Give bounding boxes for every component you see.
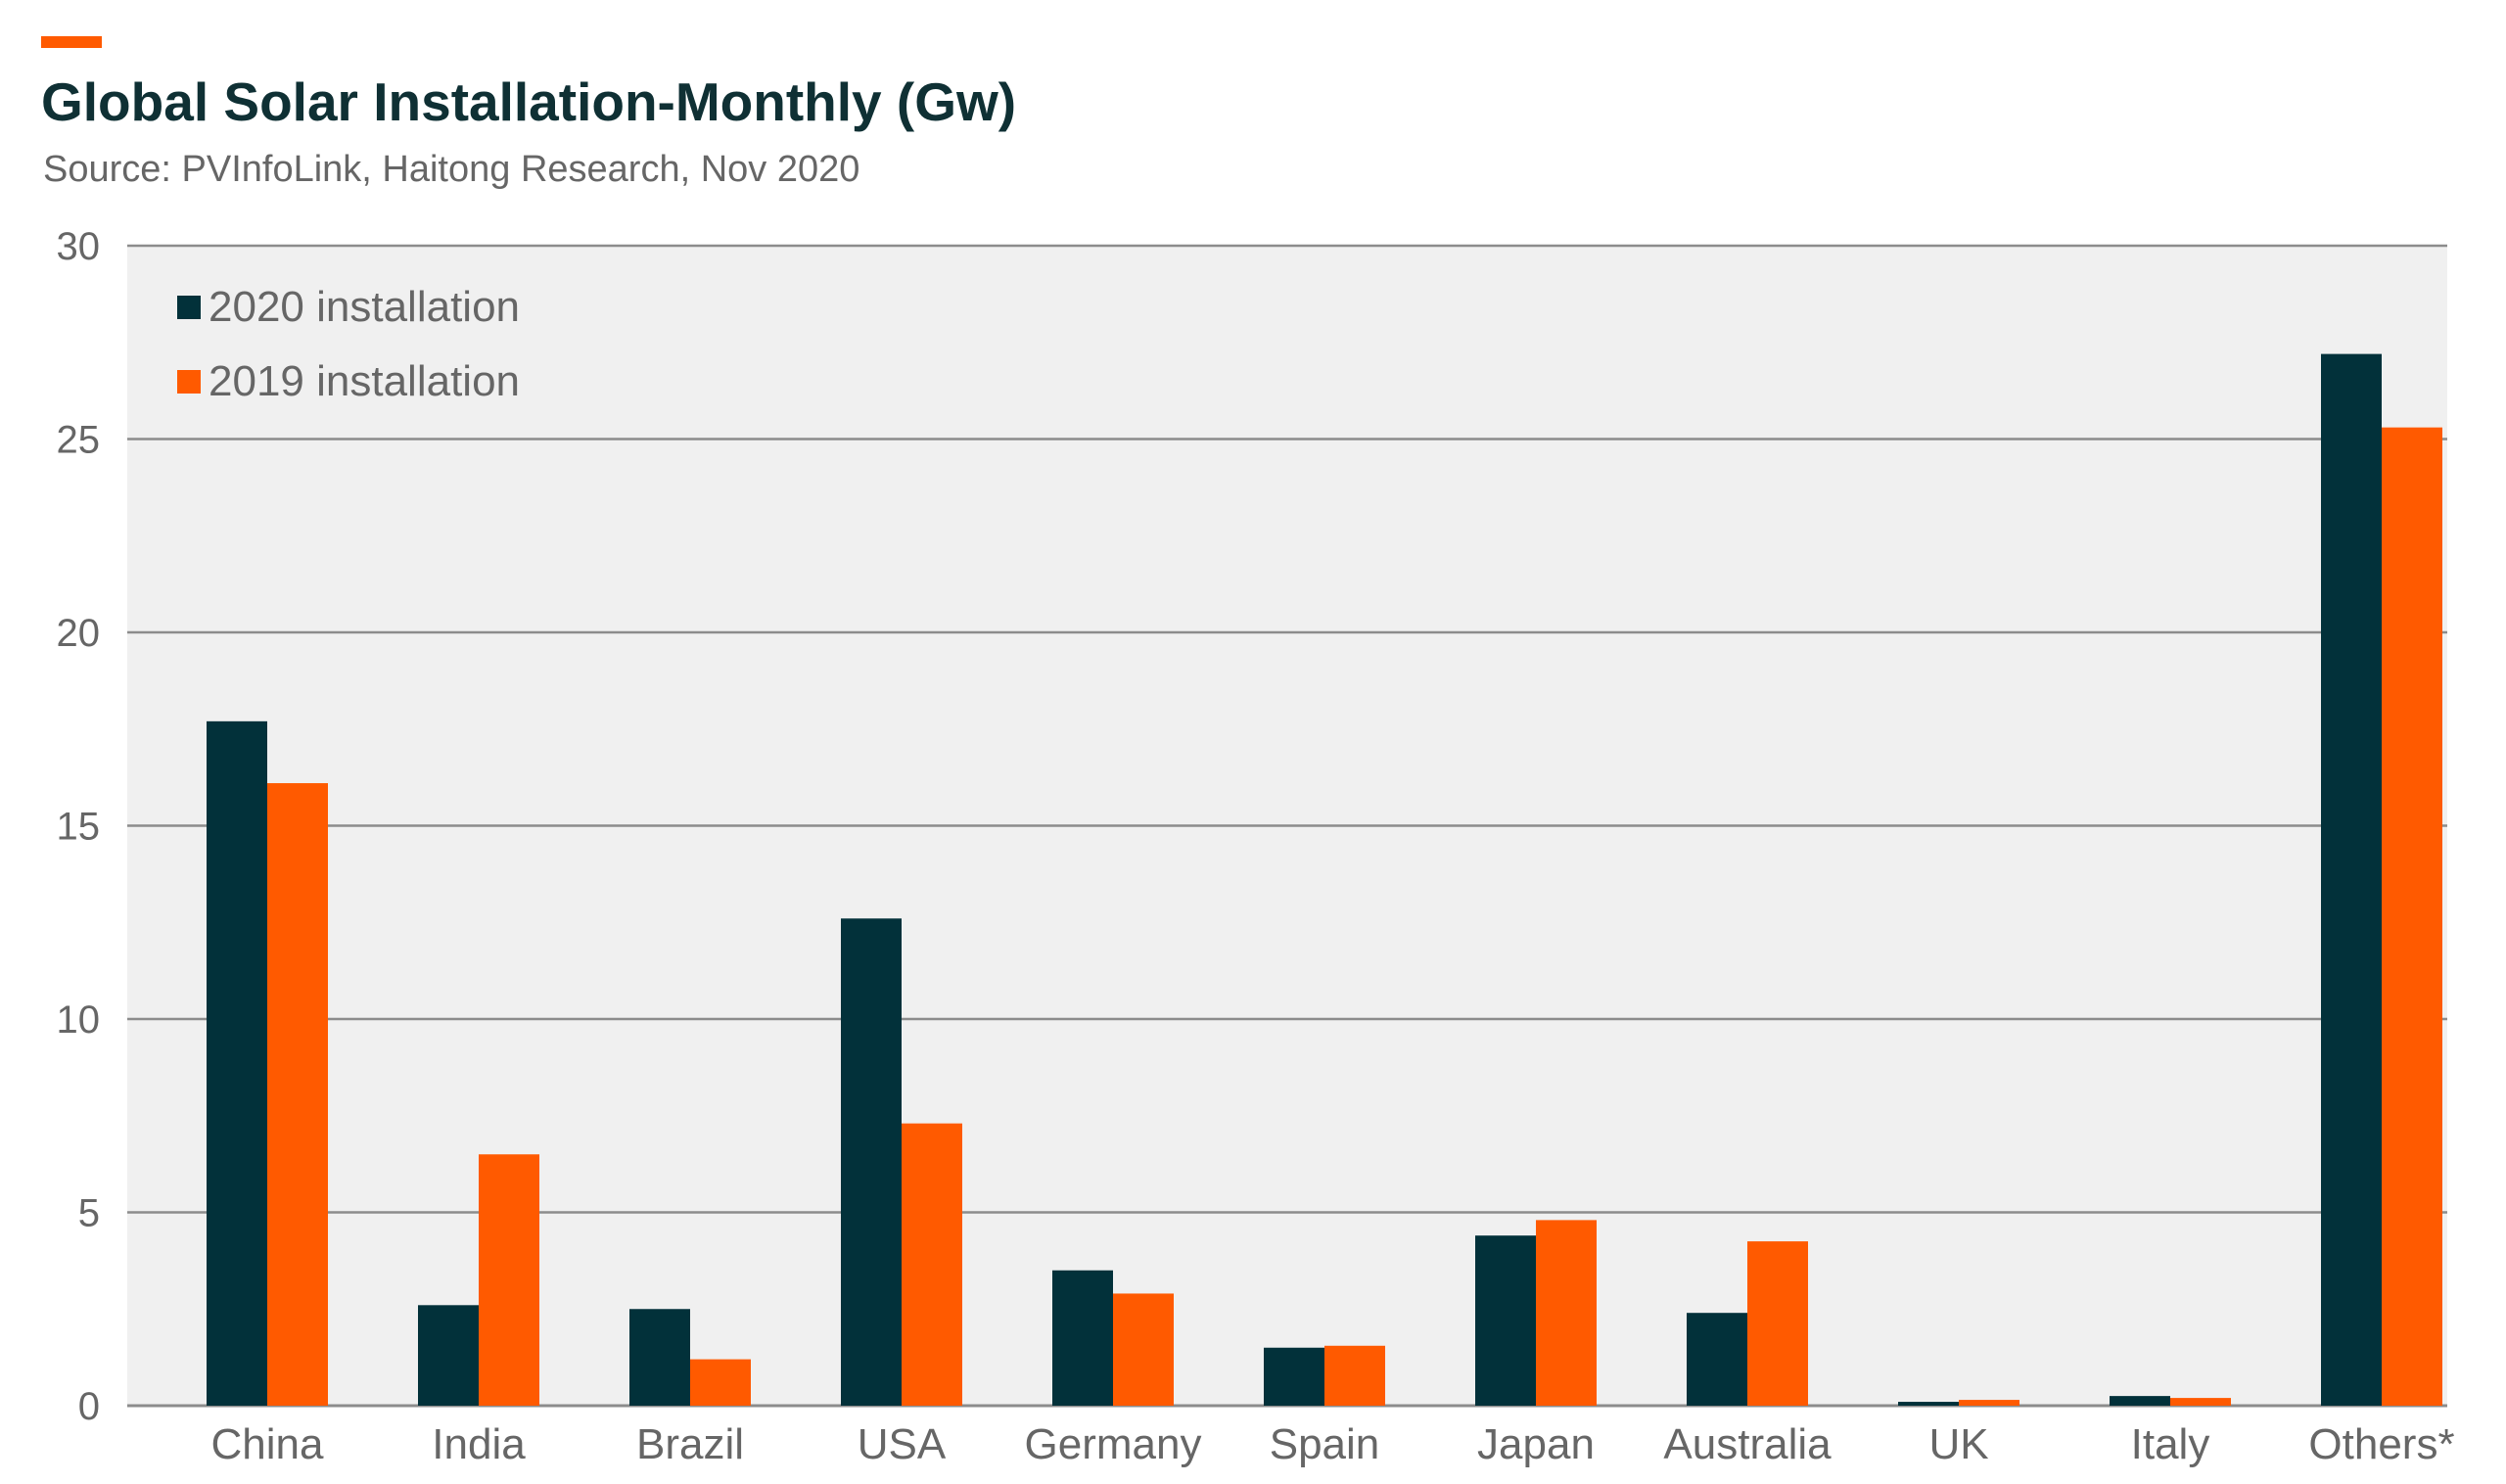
bar-spain-2020 (1264, 1347, 1324, 1406)
legend-swatch (177, 370, 201, 394)
chart-source: Source: PVInfoLink, Haitong Research, No… (43, 149, 860, 190)
legend-label: 2020 installation (209, 283, 520, 331)
bar-uk-2019 (1959, 1400, 2019, 1406)
chart-title: Global Solar Installation-Monthly (Gw) (41, 71, 1017, 132)
y-tick-label: 30 (57, 225, 101, 268)
legend: 2020 installation 2019 installation (177, 283, 520, 405)
y-tick-label: 20 (57, 612, 101, 655)
bar-india-2020 (418, 1305, 479, 1406)
legend-label: 2019 installation (209, 357, 520, 405)
y-axis-ticks: 0 5 10 15 20 25 30 (57, 225, 101, 1428)
x-tick-label: Italy (2131, 1420, 2210, 1468)
bar-australia-2019 (1747, 1241, 1808, 1406)
bar-uk-2020 (1898, 1402, 1959, 1406)
bar-others-2020 (2321, 353, 2382, 1407)
bar-germany-2019 (1113, 1293, 1174, 1406)
x-axis-labels: China India Brazil USA Germany Spain Japan Aust… (211, 1420, 2455, 1468)
x-tick-label: Japan (1477, 1420, 1595, 1468)
bar-china-2019 (267, 783, 328, 1406)
bar-spain-2019 (1324, 1345, 1385, 1406)
bar-india-2019 (479, 1154, 539, 1406)
bar-brazil-2019 (690, 1359, 751, 1406)
x-tick-label: Australia (1663, 1420, 1832, 1468)
x-tick-label: Spain (1270, 1420, 1380, 1468)
x-tick-label: Germany (1025, 1420, 1202, 1468)
bar-italy-2020 (2110, 1396, 2170, 1406)
bars (207, 353, 2442, 1407)
y-tick-label: 5 (78, 1192, 100, 1235)
bar-japan-2019 (1536, 1220, 1597, 1406)
x-tick-label: China (211, 1420, 324, 1468)
y-tick-label: 15 (57, 806, 101, 849)
x-tick-label: India (432, 1420, 526, 1468)
accent-bar (41, 36, 102, 48)
bar-japan-2020 (1475, 1235, 1536, 1406)
bar-germany-2020 (1052, 1270, 1113, 1406)
bar-brazil-2020 (629, 1309, 690, 1406)
bar-australia-2020 (1687, 1313, 1747, 1406)
x-tick-label: USA (858, 1420, 947, 1468)
legend-swatch (177, 296, 201, 319)
y-tick-label: 25 (57, 419, 101, 462)
bar-italy-2019 (2170, 1398, 2231, 1406)
y-tick-label: 10 (57, 998, 101, 1042)
bar-usa-2020 (841, 918, 902, 1406)
x-tick-label: Others* (2308, 1420, 2454, 1468)
y-tick-label: 0 (78, 1385, 100, 1428)
x-tick-label: Brazil (636, 1420, 744, 1468)
x-tick-label: UK (1928, 1420, 1988, 1468)
bar-others-2019 (2382, 427, 2442, 1406)
bar-china-2020 (207, 720, 267, 1406)
bar-usa-2019 (902, 1123, 962, 1406)
